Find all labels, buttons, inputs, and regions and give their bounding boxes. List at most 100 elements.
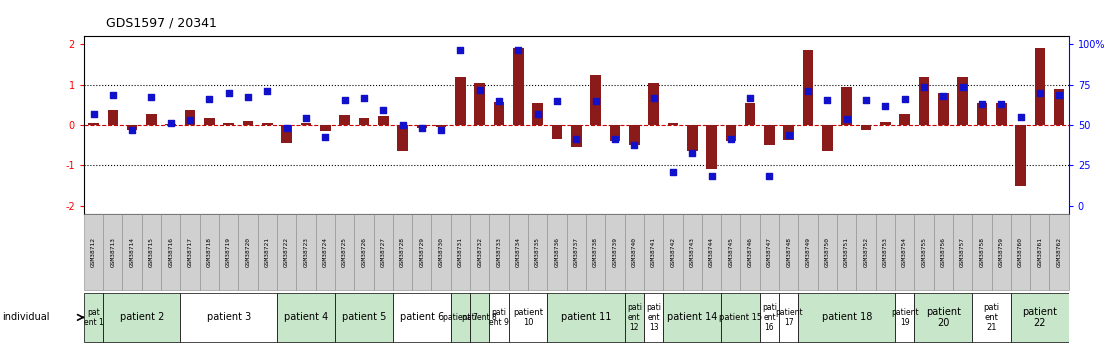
Text: patient 5: patient 5 xyxy=(342,313,386,322)
Bar xyxy=(494,102,504,125)
Bar xyxy=(146,114,157,125)
Point xyxy=(993,101,1011,107)
Text: GSM38737: GSM38737 xyxy=(574,237,579,267)
Text: patient 18: patient 18 xyxy=(822,313,872,322)
Text: GSM38759: GSM38759 xyxy=(998,237,1004,267)
Text: pati
ent
12: pati ent 12 xyxy=(627,303,642,332)
Text: patient 3: patient 3 xyxy=(207,313,250,322)
Bar xyxy=(301,124,311,125)
Point xyxy=(683,150,701,155)
FancyBboxPatch shape xyxy=(123,214,142,290)
Bar xyxy=(320,125,331,131)
FancyBboxPatch shape xyxy=(335,214,354,290)
Point xyxy=(433,127,451,133)
Text: GSM38739: GSM38739 xyxy=(613,237,617,267)
Bar xyxy=(436,125,446,128)
FancyBboxPatch shape xyxy=(567,214,586,290)
Bar xyxy=(842,87,852,125)
Text: GSM38723: GSM38723 xyxy=(303,237,309,267)
FancyBboxPatch shape xyxy=(470,214,490,290)
FancyBboxPatch shape xyxy=(644,293,663,342)
Text: patient 15: patient 15 xyxy=(719,313,762,322)
Text: GSM38716: GSM38716 xyxy=(168,237,173,267)
FancyBboxPatch shape xyxy=(896,214,915,290)
Text: patient
19: patient 19 xyxy=(891,308,919,327)
FancyBboxPatch shape xyxy=(509,214,528,290)
Point xyxy=(896,96,913,101)
Text: GSM38721: GSM38721 xyxy=(265,237,269,267)
Text: GSM38712: GSM38712 xyxy=(91,237,96,267)
Point xyxy=(606,136,624,142)
Bar xyxy=(1054,89,1064,125)
Text: patient 14: patient 14 xyxy=(667,313,718,322)
Bar xyxy=(629,125,639,145)
Point xyxy=(123,127,141,133)
Bar xyxy=(165,124,176,125)
Bar xyxy=(784,125,794,140)
Point xyxy=(490,98,508,104)
FancyBboxPatch shape xyxy=(470,293,490,342)
Bar xyxy=(609,125,620,141)
Bar xyxy=(996,103,1006,125)
Bar xyxy=(205,118,215,125)
Bar xyxy=(224,123,234,125)
Text: GSM38756: GSM38756 xyxy=(940,237,946,267)
FancyBboxPatch shape xyxy=(779,214,798,290)
FancyBboxPatch shape xyxy=(277,214,296,290)
FancyBboxPatch shape xyxy=(413,214,432,290)
Bar xyxy=(590,75,601,125)
FancyBboxPatch shape xyxy=(683,214,702,290)
Point xyxy=(664,169,682,174)
FancyBboxPatch shape xyxy=(451,293,470,342)
Point xyxy=(277,126,295,131)
Text: GSM38720: GSM38720 xyxy=(246,237,250,267)
FancyBboxPatch shape xyxy=(200,214,219,290)
FancyBboxPatch shape xyxy=(335,293,392,342)
Bar xyxy=(339,115,350,125)
Text: GSM38741: GSM38741 xyxy=(651,237,656,267)
FancyBboxPatch shape xyxy=(1050,214,1069,290)
Text: GSM38751: GSM38751 xyxy=(844,237,850,267)
FancyBboxPatch shape xyxy=(490,293,509,342)
Bar xyxy=(1015,125,1026,186)
Point xyxy=(567,136,586,142)
Text: GSM38724: GSM38724 xyxy=(323,237,328,267)
FancyBboxPatch shape xyxy=(180,293,277,342)
Bar xyxy=(899,114,910,125)
Point xyxy=(1012,114,1030,120)
Point xyxy=(85,111,103,117)
Text: patient
10: patient 10 xyxy=(513,308,543,327)
Bar xyxy=(184,110,196,125)
Text: pati
ent 9: pati ent 9 xyxy=(490,308,509,327)
FancyBboxPatch shape xyxy=(84,293,103,342)
Bar xyxy=(397,125,408,151)
Bar xyxy=(880,122,891,125)
FancyBboxPatch shape xyxy=(257,214,277,290)
FancyBboxPatch shape xyxy=(856,214,875,290)
Text: pati
ent
13: pati ent 13 xyxy=(646,303,661,332)
FancyBboxPatch shape xyxy=(973,214,992,290)
Point xyxy=(877,103,894,108)
FancyBboxPatch shape xyxy=(315,214,335,290)
FancyBboxPatch shape xyxy=(451,214,470,290)
Point xyxy=(799,88,817,93)
Text: GSM38714: GSM38714 xyxy=(130,237,134,267)
FancyBboxPatch shape xyxy=(432,214,451,290)
Bar xyxy=(262,123,273,125)
Text: patient 8: patient 8 xyxy=(463,313,498,322)
FancyBboxPatch shape xyxy=(663,214,683,290)
Point xyxy=(702,173,720,178)
Point xyxy=(394,122,411,128)
Point xyxy=(722,136,740,142)
FancyBboxPatch shape xyxy=(798,293,896,342)
Text: GSM38727: GSM38727 xyxy=(381,237,386,267)
Text: GSM38747: GSM38747 xyxy=(767,237,771,267)
Text: individual: individual xyxy=(2,313,49,322)
Text: patient 11: patient 11 xyxy=(561,313,612,322)
Text: pat
ent 1: pat ent 1 xyxy=(84,308,103,327)
Bar xyxy=(938,93,948,125)
Point xyxy=(239,94,257,100)
FancyBboxPatch shape xyxy=(392,214,413,290)
FancyBboxPatch shape xyxy=(915,293,973,342)
Text: GSM38742: GSM38742 xyxy=(671,237,675,267)
